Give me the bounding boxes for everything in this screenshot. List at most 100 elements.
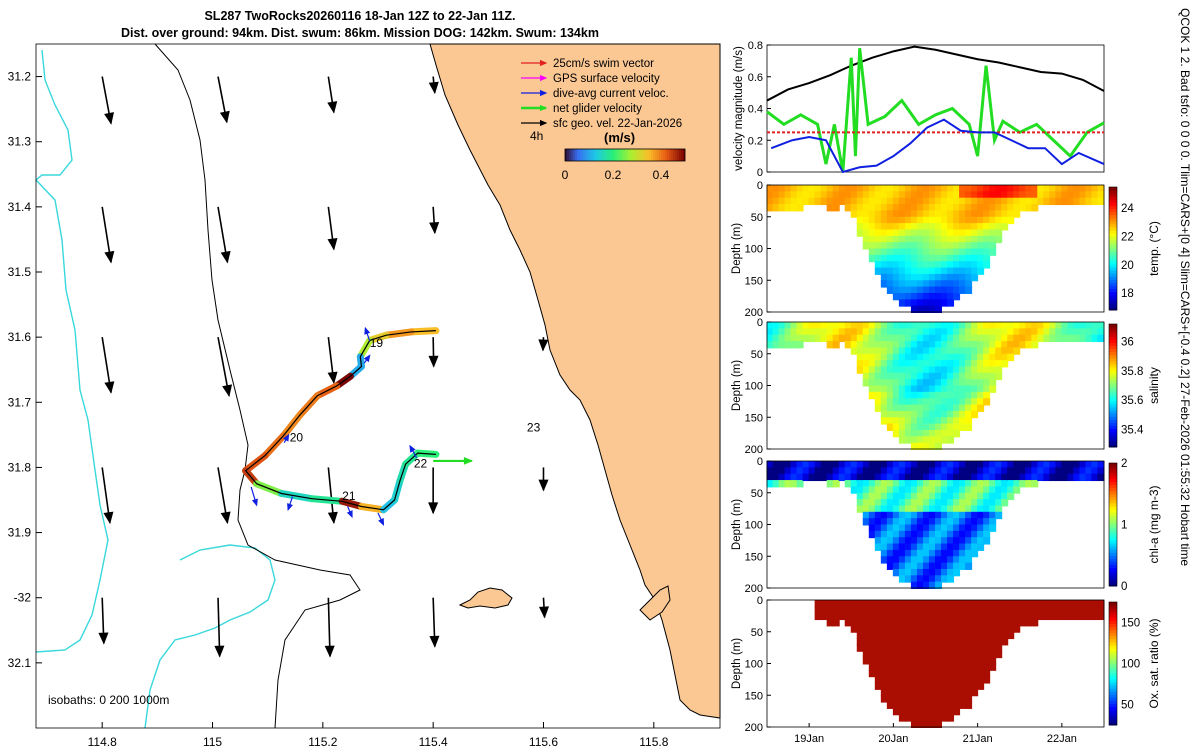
section-cell xyxy=(880,473,888,482)
section-cell xyxy=(922,644,930,652)
section-cell xyxy=(772,322,780,330)
section-cell xyxy=(916,518,924,526)
section-cell xyxy=(995,492,1003,501)
section-cell xyxy=(874,663,882,671)
section-cell xyxy=(983,360,991,368)
section-cell xyxy=(904,267,912,275)
section-cell xyxy=(959,273,967,282)
section-cell xyxy=(995,366,1003,374)
section-cell xyxy=(983,669,991,678)
section-cell xyxy=(941,347,949,355)
section-cell xyxy=(922,391,930,400)
section-cell xyxy=(892,619,900,627)
section-cell xyxy=(850,625,858,633)
section-colorbar-cell xyxy=(1109,196,1117,200)
section-cell xyxy=(922,695,930,703)
section-cell xyxy=(856,216,864,225)
section-cell xyxy=(989,334,997,343)
section-cell xyxy=(1007,353,1015,362)
section-cell xyxy=(941,398,949,406)
section-cell xyxy=(1007,612,1015,621)
section-cell xyxy=(916,714,924,722)
section-cell xyxy=(868,360,876,368)
section-cell xyxy=(1025,334,1033,343)
section-cell xyxy=(1049,473,1057,482)
section-cell xyxy=(959,663,967,671)
section-colorbar-cell xyxy=(1109,573,1117,578)
dive-avg-current-arrow xyxy=(287,496,294,511)
section-cell xyxy=(995,473,1003,482)
section-cell xyxy=(868,511,876,520)
section-cell xyxy=(868,242,876,250)
section-cell xyxy=(971,404,979,412)
section-cell xyxy=(826,204,834,212)
section-cell xyxy=(1073,600,1081,608)
section-cell xyxy=(941,644,949,652)
section-colorbar-tick: 20 xyxy=(1121,260,1134,272)
section-cell xyxy=(1007,467,1015,475)
section-cell xyxy=(971,480,979,488)
section-cell xyxy=(910,676,918,684)
section-cell xyxy=(880,235,888,244)
section-cell xyxy=(935,423,943,431)
section-cell xyxy=(1043,197,1051,206)
section-cell xyxy=(886,606,894,614)
section-cell xyxy=(983,473,991,482)
section-cell xyxy=(886,524,894,532)
section-cell xyxy=(1061,185,1069,193)
section-cell xyxy=(874,223,882,231)
section-cell xyxy=(922,543,930,551)
section-cell xyxy=(892,511,900,520)
section-cell xyxy=(965,657,973,665)
section-cell xyxy=(904,235,912,244)
section-cell xyxy=(959,328,967,336)
section-cell xyxy=(947,714,955,722)
section-cell xyxy=(850,347,858,355)
section-cell xyxy=(953,417,961,425)
section-cell xyxy=(953,562,961,570)
section-cell xyxy=(1031,204,1039,212)
section-cell xyxy=(989,486,997,494)
section-cell xyxy=(922,197,930,206)
section-cell xyxy=(874,650,882,659)
section-cell xyxy=(892,229,900,237)
section-cell xyxy=(892,216,900,225)
section-cell xyxy=(983,229,991,237)
section-cell xyxy=(880,242,888,250)
section-cell xyxy=(892,669,900,678)
section-cell xyxy=(898,467,906,475)
section-cell xyxy=(790,480,798,488)
section-cell xyxy=(953,254,961,263)
section-cell xyxy=(838,473,846,482)
section-cell xyxy=(959,223,967,231)
section-cell xyxy=(862,204,870,212)
section-colorbar-cell xyxy=(1109,641,1117,646)
section-cell xyxy=(868,248,876,256)
section-cell xyxy=(941,410,949,419)
section-cell xyxy=(916,185,924,193)
section-cell xyxy=(892,353,900,362)
section-cell xyxy=(983,606,991,614)
section-cell xyxy=(904,223,912,231)
section-cell xyxy=(922,575,930,583)
section-cell xyxy=(1013,197,1021,206)
section-cell xyxy=(904,619,912,627)
section-cell xyxy=(935,353,943,362)
section-colorbar-frame xyxy=(1108,462,1118,587)
section-cell xyxy=(928,701,936,709)
section-colorbar-cell xyxy=(1109,208,1117,213)
depth-tick-label: 200 xyxy=(745,722,763,734)
section-cell xyxy=(977,191,985,199)
section-cell xyxy=(959,353,967,362)
section-cell xyxy=(941,299,949,307)
section-cell xyxy=(886,423,894,431)
section-colorbar-cell xyxy=(1109,706,1117,711)
section-cell xyxy=(959,492,967,501)
section-cell xyxy=(959,600,967,608)
section-cell xyxy=(977,185,985,193)
depth-axis-label: Depth (m) xyxy=(731,360,743,411)
colorbar-cell xyxy=(589,149,592,161)
section-cell xyxy=(953,676,961,684)
section-cell xyxy=(922,473,930,482)
section-cell xyxy=(868,530,876,539)
